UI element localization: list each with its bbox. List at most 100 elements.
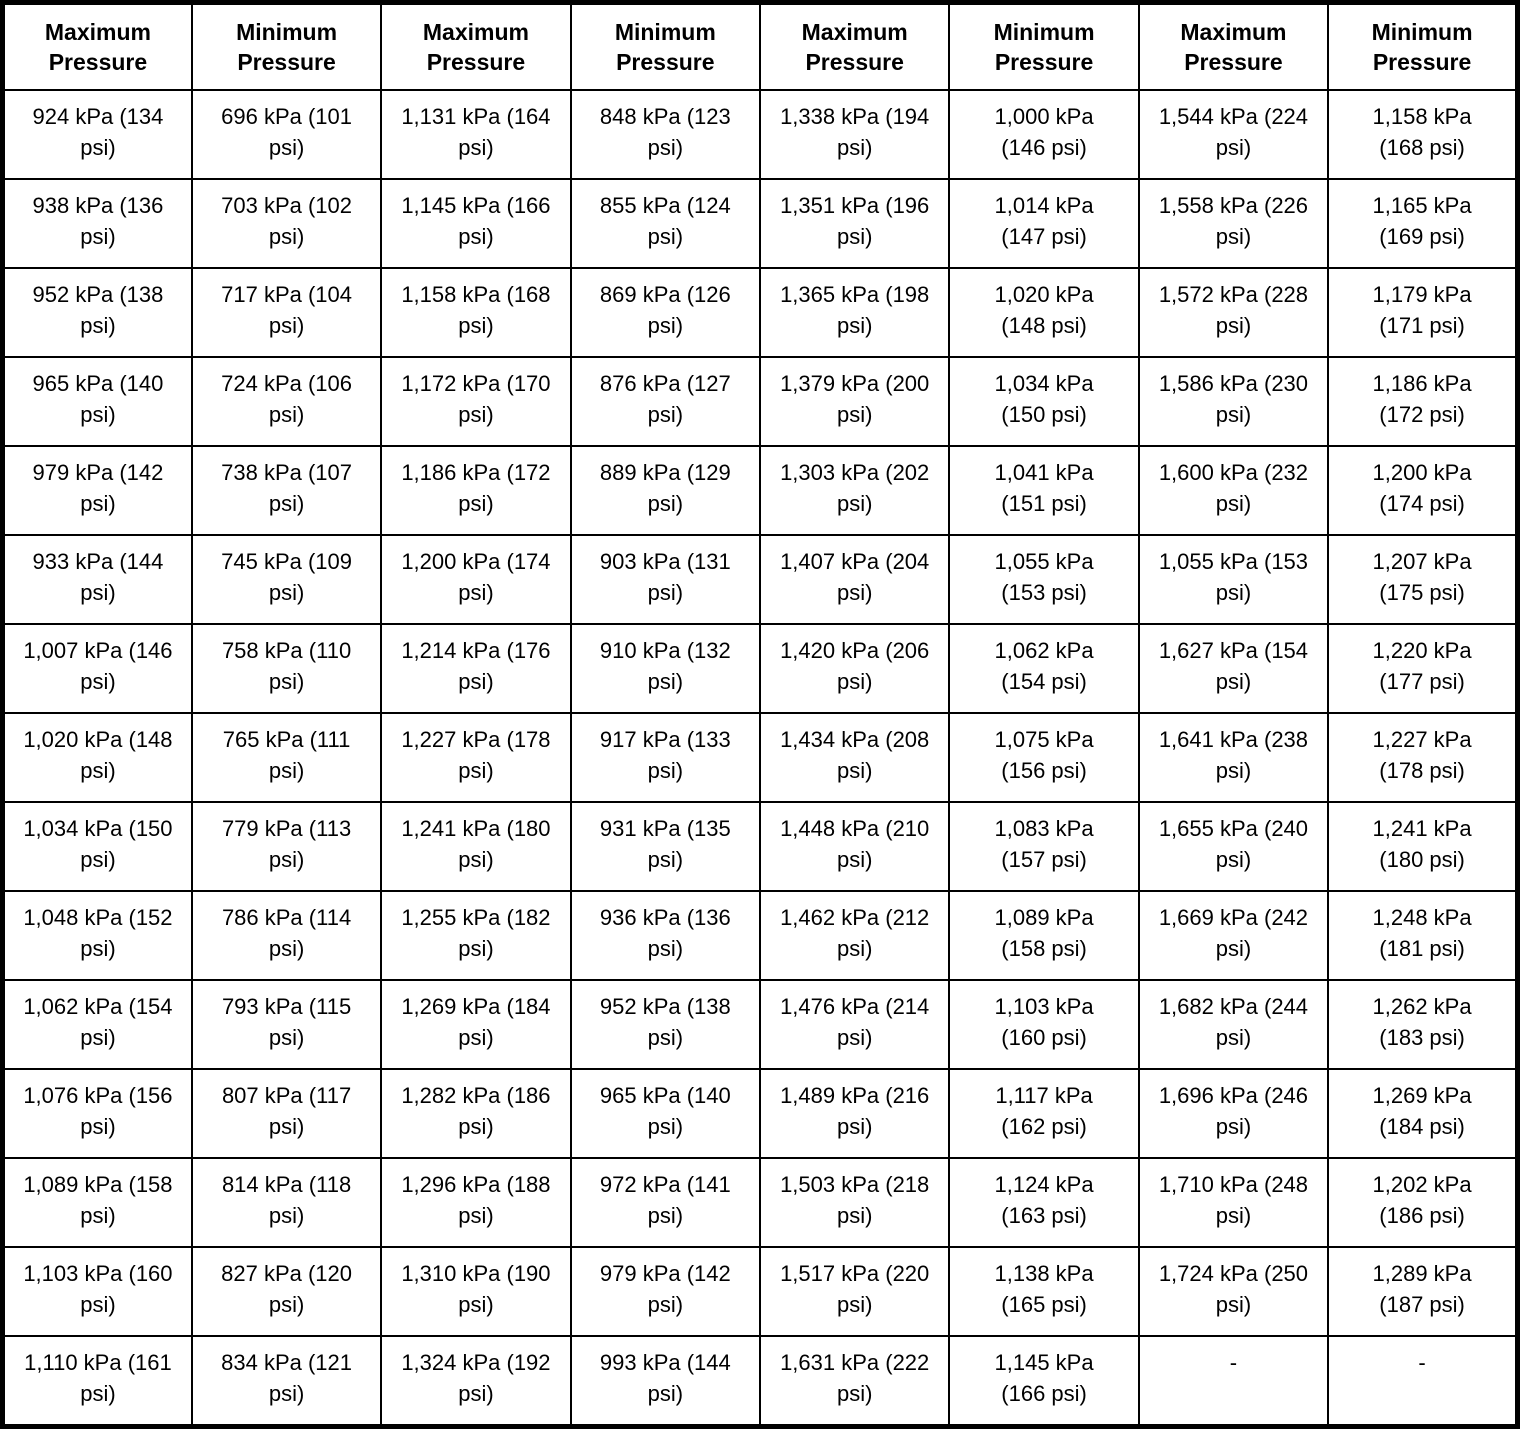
table-cell: 1,007 kPa (146 psi) bbox=[1, 623, 193, 714]
table-cell: 1,055 kPa (153 psi) bbox=[948, 534, 1140, 625]
header-cell: Minimum Pressure bbox=[948, 1, 1140, 91]
header-cell: Minimum Pressure bbox=[190, 1, 383, 91]
table-cell: 1,517 kPa (220 psi) bbox=[758, 1246, 951, 1337]
table-cell: 1,200 kPa (174 psi) bbox=[1327, 445, 1519, 536]
table-cell: 703 kPa (102 psi) bbox=[190, 178, 383, 269]
table-cell: 1,186 kPa (172 psi) bbox=[380, 445, 572, 536]
header-cell: Maximum Pressure bbox=[1137, 1, 1330, 91]
table-cell: 834 kPa (121 psi) bbox=[190, 1335, 383, 1428]
table-cell: 1,303 kPa (202 psi) bbox=[758, 445, 951, 536]
table-cell: 1,434 kPa (208 psi) bbox=[758, 712, 951, 803]
table-cell: 1,207 kPa (175 psi) bbox=[1327, 534, 1519, 625]
table-cell: 738 kPa (107 psi) bbox=[190, 445, 383, 536]
table-cell: 1,138 kPa (165 psi) bbox=[948, 1246, 1140, 1337]
table-cell: 1,062 kPa (154 psi) bbox=[948, 623, 1140, 714]
table-cell: 1,420 kPa (206 psi) bbox=[758, 623, 951, 714]
table-cell: 1,558 kPa (226 psi) bbox=[1137, 178, 1330, 269]
table-cell: 1,655 kPa (240 psi) bbox=[1137, 801, 1330, 892]
table-cell: - bbox=[1137, 1335, 1330, 1428]
table-cell: 1,407 kPa (204 psi) bbox=[758, 534, 951, 625]
table-cell: 765 kPa (111 psi) bbox=[190, 712, 383, 803]
table-cell: 1,710 kPa (248 psi) bbox=[1137, 1157, 1330, 1248]
table-cell: 1,110 kPa (161 psi) bbox=[1, 1335, 193, 1428]
table-cell: 1,089 kPa (158 psi) bbox=[948, 890, 1140, 981]
table-cell: 1,034 kPa (150 psi) bbox=[948, 356, 1140, 447]
header-cell: Maximum Pressure bbox=[380, 1, 572, 91]
header-cell: Maximum Pressure bbox=[758, 1, 951, 91]
table-cell: 1,324 kPa (192 psi) bbox=[380, 1335, 572, 1428]
pressure-table-body: 924 kPa (134 psi) 696 kPa (101 psi) 1,131 … bbox=[1, 89, 1519, 1428]
table-cell: 1,179 kPa (171 psi) bbox=[1327, 267, 1519, 358]
table-cell: 696 kPa (101 psi) bbox=[190, 89, 383, 180]
table-row: 1,110 kPa (161 psi) 834 kPa (121 psi) 1,32… bbox=[1, 1335, 1519, 1428]
table-row: 924 kPa (134 psi) 696 kPa (101 psi) 1,131 … bbox=[1, 89, 1519, 180]
table-cell: 1,020 kPa (148 psi) bbox=[1, 712, 193, 803]
table-cell: 1,600 kPa (232 psi) bbox=[1137, 445, 1330, 536]
table-cell: 1,200 kPa (174 psi) bbox=[380, 534, 572, 625]
table-cell: 1,227 kPa (178 psi) bbox=[380, 712, 572, 803]
table-cell: 1,089 kPa (158 psi) bbox=[1, 1157, 193, 1248]
table-cell: 1,682 kPa (244 psi) bbox=[1137, 979, 1330, 1070]
table-cell: 1,503 kPa (218 psi) bbox=[758, 1157, 951, 1248]
table-cell: 1,117 kPa (162 psi) bbox=[948, 1068, 1140, 1159]
table-cell: 1,055 kPa (153 psi) bbox=[1137, 534, 1330, 625]
table-cell: 1,351 kPa (196 psi) bbox=[758, 178, 951, 269]
table-cell: 1,627 kPa (154 psi) bbox=[1137, 623, 1330, 714]
table-cell: 952 kPa (138 psi) bbox=[569, 979, 762, 1070]
table-cell: 889 kPa (129 psi) bbox=[569, 445, 762, 536]
table-cell: 1,241 kPa (180 psi) bbox=[1327, 801, 1519, 892]
table-cell: 869 kPa (126 psi) bbox=[569, 267, 762, 358]
table-cell: 1,048 kPa (152 psi) bbox=[1, 890, 193, 981]
table-row: 979 kPa (142 psi) 738 kPa (107 psi) 1,186 … bbox=[1, 445, 1519, 536]
table-cell: 972 kPa (141 psi) bbox=[569, 1157, 762, 1248]
table-row: 1,020 kPa (148 psi) 765 kPa (111 psi) 1,22… bbox=[1, 712, 1519, 803]
table-cell: 965 kPa (140 psi) bbox=[1, 356, 193, 447]
table-cell: 1,586 kPa (230 psi) bbox=[1137, 356, 1330, 447]
table-row: 933 kPa (144 psi) 745 kPa (109 psi) 1,200 … bbox=[1, 534, 1519, 625]
table-cell: 1,462 kPa (212 psi) bbox=[758, 890, 951, 981]
table-row: 1,048 kPa (152 psi) 786 kPa (114 psi) 1,25… bbox=[1, 890, 1519, 981]
table-cell: 1,131 kPa (164 psi) bbox=[380, 89, 572, 180]
table-cell: 903 kPa (131 psi) bbox=[569, 534, 762, 625]
table-row: 1,076 kPa (156 psi) 807 kPa (117 psi) 1,28… bbox=[1, 1068, 1519, 1159]
table-cell: 1,075 kPa (156 psi) bbox=[948, 712, 1140, 803]
table-cell: 931 kPa (135 psi) bbox=[569, 801, 762, 892]
table-cell: 965 kPa (140 psi) bbox=[569, 1068, 762, 1159]
table-cell: 1,269 kPa (184 psi) bbox=[1327, 1068, 1519, 1159]
table-cell: 1,000 kPa (146 psi) bbox=[948, 89, 1140, 180]
table-cell: 779 kPa (113 psi) bbox=[190, 801, 383, 892]
table-cell: 807 kPa (117 psi) bbox=[190, 1068, 383, 1159]
table-cell: 793 kPa (115 psi) bbox=[190, 979, 383, 1070]
table-cell: 1,289 kPa (187 psi) bbox=[1327, 1246, 1519, 1337]
table-cell: 1,083 kPa (157 psi) bbox=[948, 801, 1140, 892]
table-cell: 1,489 kPa (216 psi) bbox=[758, 1068, 951, 1159]
table-row: 1,007 kPa (146 psi) 758 kPa (110 psi) 1,21… bbox=[1, 623, 1519, 714]
table-row: 1,062 kPa (154 psi) 793 kPa (115 psi) 1,26… bbox=[1, 979, 1519, 1070]
table-cell: 936 kPa (136 psi) bbox=[569, 890, 762, 981]
table-cell: 1,669 kPa (242 psi) bbox=[1137, 890, 1330, 981]
table-cell: 1,214 kPa (176 psi) bbox=[380, 623, 572, 714]
table-cell: 1,103 kPa (160 psi) bbox=[1, 1246, 193, 1337]
table-cell: 979 kPa (142 psi) bbox=[569, 1246, 762, 1337]
table-cell: 876 kPa (127 psi) bbox=[569, 356, 762, 447]
table-row: 938 kPa (136 psi) 703 kPa (102 psi) 1,145 … bbox=[1, 178, 1519, 269]
table-cell: 1,296 kPa (188 psi) bbox=[380, 1157, 572, 1248]
table-cell: 1,379 kPa (200 psi) bbox=[758, 356, 951, 447]
table-cell: 1,255 kPa (182 psi) bbox=[380, 890, 572, 981]
table-cell: 1,202 kPa (186 psi) bbox=[1327, 1157, 1519, 1248]
table-cell: 786 kPa (114 psi) bbox=[190, 890, 383, 981]
table-cell: 1,544 kPa (224 psi) bbox=[1137, 89, 1330, 180]
pressure-table-header: Maximum Pressure Minimum Pressure Maximum … bbox=[1, 1, 1519, 91]
table-cell: 1,269 kPa (184 psi) bbox=[380, 979, 572, 1070]
table-cell: 993 kPa (144 psi) bbox=[569, 1335, 762, 1428]
table-cell: 917 kPa (133 psi) bbox=[569, 712, 762, 803]
table-cell: 1,103 kPa (160 psi) bbox=[948, 979, 1140, 1070]
table-cell: 1,241 kPa (180 psi) bbox=[380, 801, 572, 892]
table-cell: 1,282 kPa (186 psi) bbox=[380, 1068, 572, 1159]
table-cell: 745 kPa (109 psi) bbox=[190, 534, 383, 625]
table-cell: 1,724 kPa (250 psi) bbox=[1137, 1246, 1330, 1337]
table-cell: 758 kPa (110 psi) bbox=[190, 623, 383, 714]
table-cell: 717 kPa (104 psi) bbox=[190, 267, 383, 358]
